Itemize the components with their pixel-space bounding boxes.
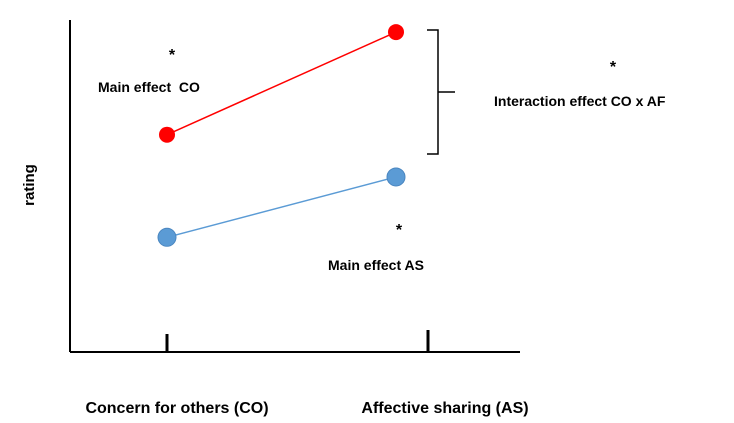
- annotation-interaction-effect: Interaction effect CO x AF: [494, 93, 666, 109]
- data-point-s0-0: [159, 126, 175, 143]
- annotation-main-effect-co: Main effect CO: [98, 79, 200, 95]
- data-point-s0-1: [388, 24, 404, 41]
- asterisk-marker-as: *: [396, 222, 403, 239]
- series-line-1: [166, 176, 397, 239]
- annotation-main-effect-as: Main effect AS: [328, 257, 424, 273]
- x-tick-label-co: Concern for others (CO): [85, 400, 268, 417]
- chart-marks: [157, 24, 430, 352]
- x-tick-label-as: Affective sharing (AS): [361, 400, 528, 417]
- asterisk-marker-co: *: [169, 47, 176, 64]
- asterisk-marker-interaction: *: [610, 59, 617, 76]
- data-point-s1-0: [157, 227, 177, 247]
- y-axis-label: rating: [21, 164, 38, 206]
- interaction-bracket: [427, 29, 455, 155]
- data-point-s1-1: [386, 167, 406, 187]
- series-line-0: [166, 31, 397, 136]
